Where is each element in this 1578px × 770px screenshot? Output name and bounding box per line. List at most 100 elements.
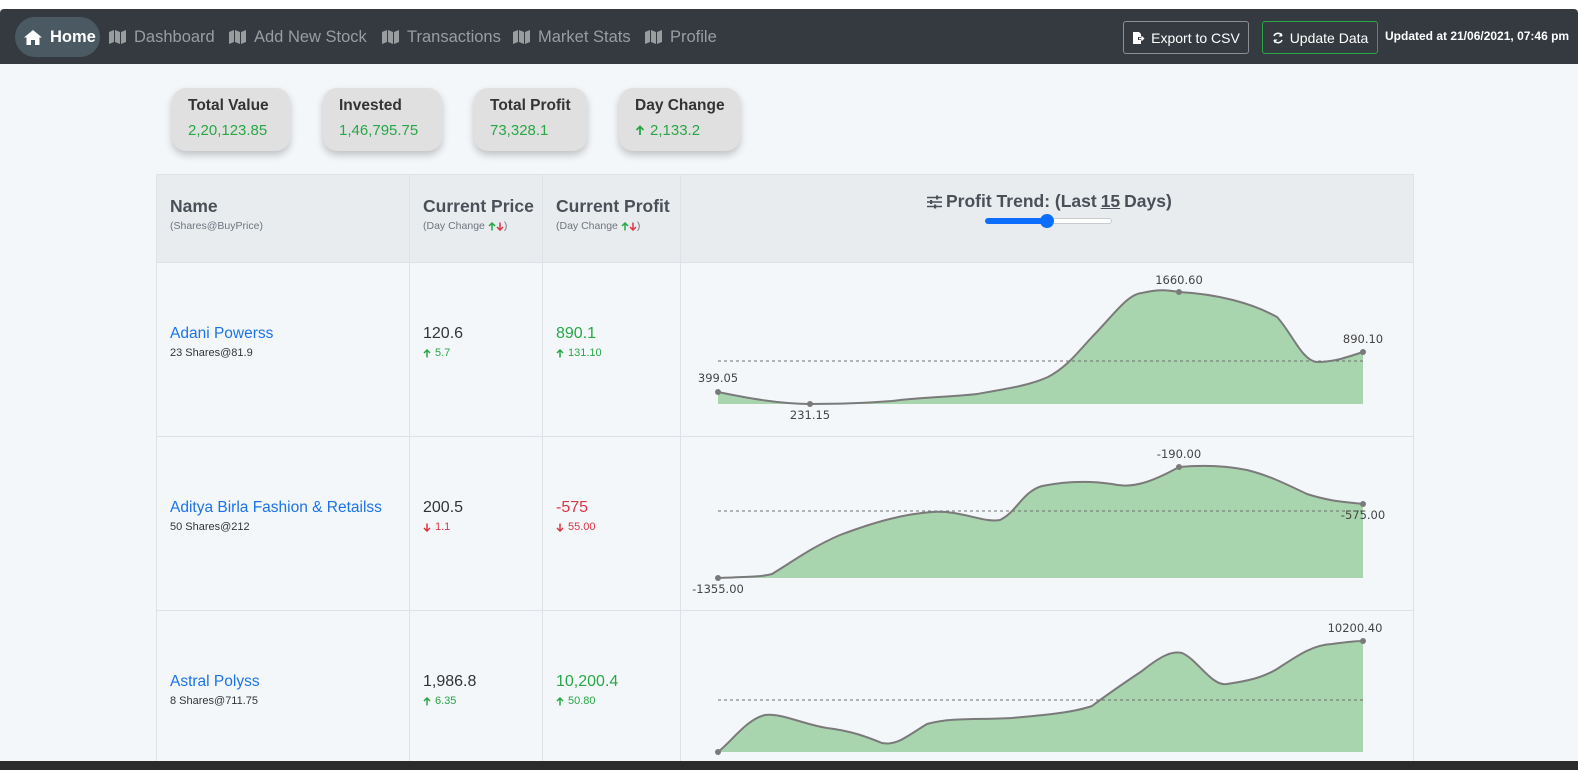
trend-title-text: Profit Trend: (Last: [946, 191, 1097, 211]
arrow-down-icon: [556, 523, 564, 532]
chart-label: -1355.00: [692, 582, 744, 596]
sliders-icon: [927, 195, 942, 208]
nav-dashboard[interactable]: Dashboard: [108, 17, 215, 57]
header-current-profit: Current Profit: [556, 196, 670, 216]
taskbar-strip: [0, 761, 1578, 770]
arrow-up-icon: [423, 696, 431, 705]
arrow-up-icon: [423, 348, 431, 357]
chart-label: 10200.40: [1328, 621, 1383, 635]
profit-trend-chart: 10200.40: [715, 621, 1383, 755]
current-profit: 10,200.4: [556, 673, 619, 690]
profit-day-change-value: 131.10: [568, 347, 602, 359]
header-current-price: Current Price: [423, 196, 534, 216]
stock-shares: 8 Shares@711.75: [170, 695, 259, 707]
chart-line: [717, 289, 1364, 406]
header-profit-sub-close: ): [636, 220, 641, 232]
home-icon: [24, 29, 42, 45]
nav-add-new-stock[interactable]: Add New Stock: [228, 17, 367, 57]
chart-point: [715, 575, 721, 581]
arrow-up-icon: [488, 221, 496, 230]
summary-title: Day Change: [635, 97, 725, 114]
table-header: Name (Shares@BuyPrice) Current Price (Da…: [157, 175, 1413, 263]
nav-profile[interactable]: Profile: [644, 17, 717, 57]
chart-label: -575.00: [1341, 508, 1385, 522]
current-profit: -575: [556, 499, 589, 516]
nav-home[interactable]: Home: [15, 17, 100, 57]
chart-point: [1360, 349, 1366, 355]
price-day-change: 1.1: [423, 521, 450, 533]
arrow-up-icon: [621, 221, 629, 230]
profit-day-change: 50.80: [556, 695, 596, 707]
arrow-down-icon: [496, 222, 504, 231]
export-csv-label: Export to CSV: [1151, 29, 1240, 46]
trend-title-suffix: Days): [1124, 191, 1172, 211]
arrow-up-icon: [556, 696, 564, 705]
update-data-button[interactable]: Update Data: [1262, 21, 1378, 54]
navbar: Home Dashboard Add New Stock Transaction…: [0, 9, 1578, 64]
nav-dashboard-label: Dashboard: [134, 27, 215, 46]
nav-transactions-label: Transactions: [407, 27, 501, 46]
sync-icon: [1272, 31, 1283, 44]
header-price-sub-text: (Day Change: [423, 220, 485, 232]
arrow-down-icon: [629, 222, 637, 231]
chart-point: [715, 749, 721, 755]
stock-name-link[interactable]: Aditya Birla Fashion & Retailss: [170, 499, 382, 516]
chart-area: [718, 290, 1363, 404]
profit-day-change-value: 50.80: [568, 695, 596, 707]
current-profit: 890.1: [556, 325, 597, 342]
summary-value-row: 2,133.2: [635, 122, 740, 139]
map-icon: [645, 30, 662, 44]
map-icon: [109, 30, 126, 44]
export-csv-button[interactable]: Export to CSV: [1123, 21, 1249, 54]
chart-area: [718, 466, 1363, 578]
current-price: 200.5: [423, 499, 464, 516]
slider-fill: [985, 218, 1047, 224]
chart-line: [717, 465, 1364, 579]
chart-point: [1360, 501, 1366, 507]
chart-point: [1176, 464, 1182, 470]
row-divider: [157, 436, 1413, 437]
chart-label: 399.05: [698, 371, 738, 385]
summary-card-total-profit: Total Profit 73,328.1: [474, 88, 587, 151]
summary-card-day-change: Day Change 2,133.2: [619, 88, 740, 151]
file-export-icon: [1133, 31, 1145, 44]
header-price-sub: (Day Change ): [423, 220, 507, 232]
chart-line: [717, 640, 1364, 753]
current-price: 120.6: [423, 325, 464, 342]
header-profit-sub-text: (Day Change: [556, 220, 618, 232]
trend-days-slider[interactable]: [985, 214, 1112, 228]
nav-transactions[interactable]: Transactions: [381, 17, 501, 57]
chart-label: -190.00: [1157, 447, 1201, 461]
nav-market-stats-label: Market Stats: [538, 27, 631, 46]
summary-value: 2,133.2: [650, 122, 701, 139]
current-price: 1,986.8: [423, 673, 477, 690]
nav-market-stats[interactable]: Market Stats: [512, 17, 631, 57]
update-data-label: Update Data: [1289, 29, 1369, 46]
chart-point: [807, 401, 813, 407]
summary-card-invested: Invested 1,46,795.75: [323, 88, 442, 151]
slider-thumb[interactable]: [1039, 214, 1054, 228]
header-profit-trend: Profit Trend: (Last 15 Days): [927, 191, 1172, 212]
trend-days-value: 15: [1100, 191, 1121, 211]
map-icon: [382, 30, 399, 44]
column-divider: [409, 175, 410, 770]
stock-name-link[interactable]: Astral Polyss: [170, 673, 260, 690]
stock-shares: 23 Shares@81.9: [170, 347, 253, 359]
map-icon: [513, 30, 530, 44]
column-divider: [680, 175, 681, 770]
holdings-table: Name (Shares@BuyPrice) Current Price (Da…: [156, 174, 1414, 770]
chart-point: [1176, 289, 1182, 295]
price-day-change: 6.35: [423, 695, 456, 707]
summary-value: 73,328.1: [490, 122, 549, 139]
price-day-change-value: 1.1: [435, 521, 451, 533]
price-day-change-value: 5.7: [435, 347, 451, 359]
header-name: Name: [170, 196, 218, 216]
arrow-up-icon: [556, 348, 564, 357]
stock-name-link[interactable]: Adani Powerss: [170, 325, 274, 342]
chart-point: [1360, 638, 1366, 644]
header-name-sub: (Shares@BuyPrice): [170, 220, 263, 232]
chart-label: 231.15: [790, 408, 830, 422]
nav-profile-label: Profile: [670, 27, 717, 46]
summary-title: Invested: [339, 97, 402, 114]
chart-point: [715, 389, 721, 395]
